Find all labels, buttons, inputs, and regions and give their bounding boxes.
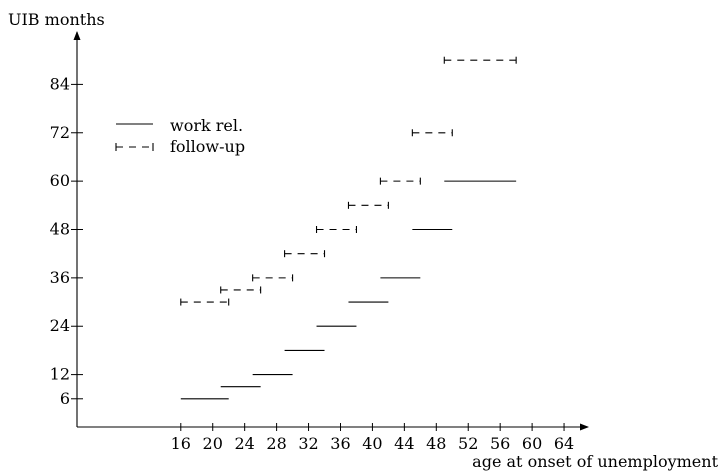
y-tick-label-36: 36 [50, 268, 70, 287]
x-tick-label-20: 20 [203, 434, 223, 453]
x-tick-label-32: 32 [298, 434, 318, 453]
x-tick-label-16: 16 [171, 434, 191, 453]
x-tick-label-44: 44 [394, 434, 414, 453]
x-tick-label-64: 64 [554, 434, 574, 453]
x-tick-label-56: 56 [490, 434, 510, 453]
series-work-rel [180, 180, 517, 400]
x-tick-label-36: 36 [330, 434, 350, 453]
y-tick-label-6: 6 [60, 389, 70, 408]
y-tick-label-24: 24 [50, 316, 70, 335]
x-tick-label-48: 48 [426, 434, 446, 453]
y-tick-label-60: 60 [50, 171, 70, 190]
y-tick-label-84: 84 [50, 74, 70, 93]
y-axis-label: UIB months [8, 10, 105, 29]
x-tick-label-52: 52 [458, 434, 478, 453]
y-tick-label-12: 12 [50, 365, 70, 384]
series-follow-up [180, 56, 517, 306]
x-tick-label-60: 60 [522, 434, 542, 453]
legend-follow-up-label: follow-up [170, 137, 245, 156]
legend-work-rel-label: work rel. [170, 116, 243, 135]
series-layer [180, 56, 517, 400]
x-tick-label-24: 24 [234, 434, 254, 453]
y-tick-label-72: 72 [50, 123, 70, 142]
x-tick-label-28: 28 [266, 434, 286, 453]
y-tick-label-48: 48 [50, 220, 70, 239]
x-axis-label: age at onset of unemployment [472, 452, 718, 471]
x-tick-label-40: 40 [362, 434, 382, 453]
legend: work rel. follow-up [115, 116, 245, 156]
ticks-layer: 16 20 24 28 32 36 40 44 48 52 56 60 64 6 12 24 36 48 60 72 8… [50, 74, 575, 453]
